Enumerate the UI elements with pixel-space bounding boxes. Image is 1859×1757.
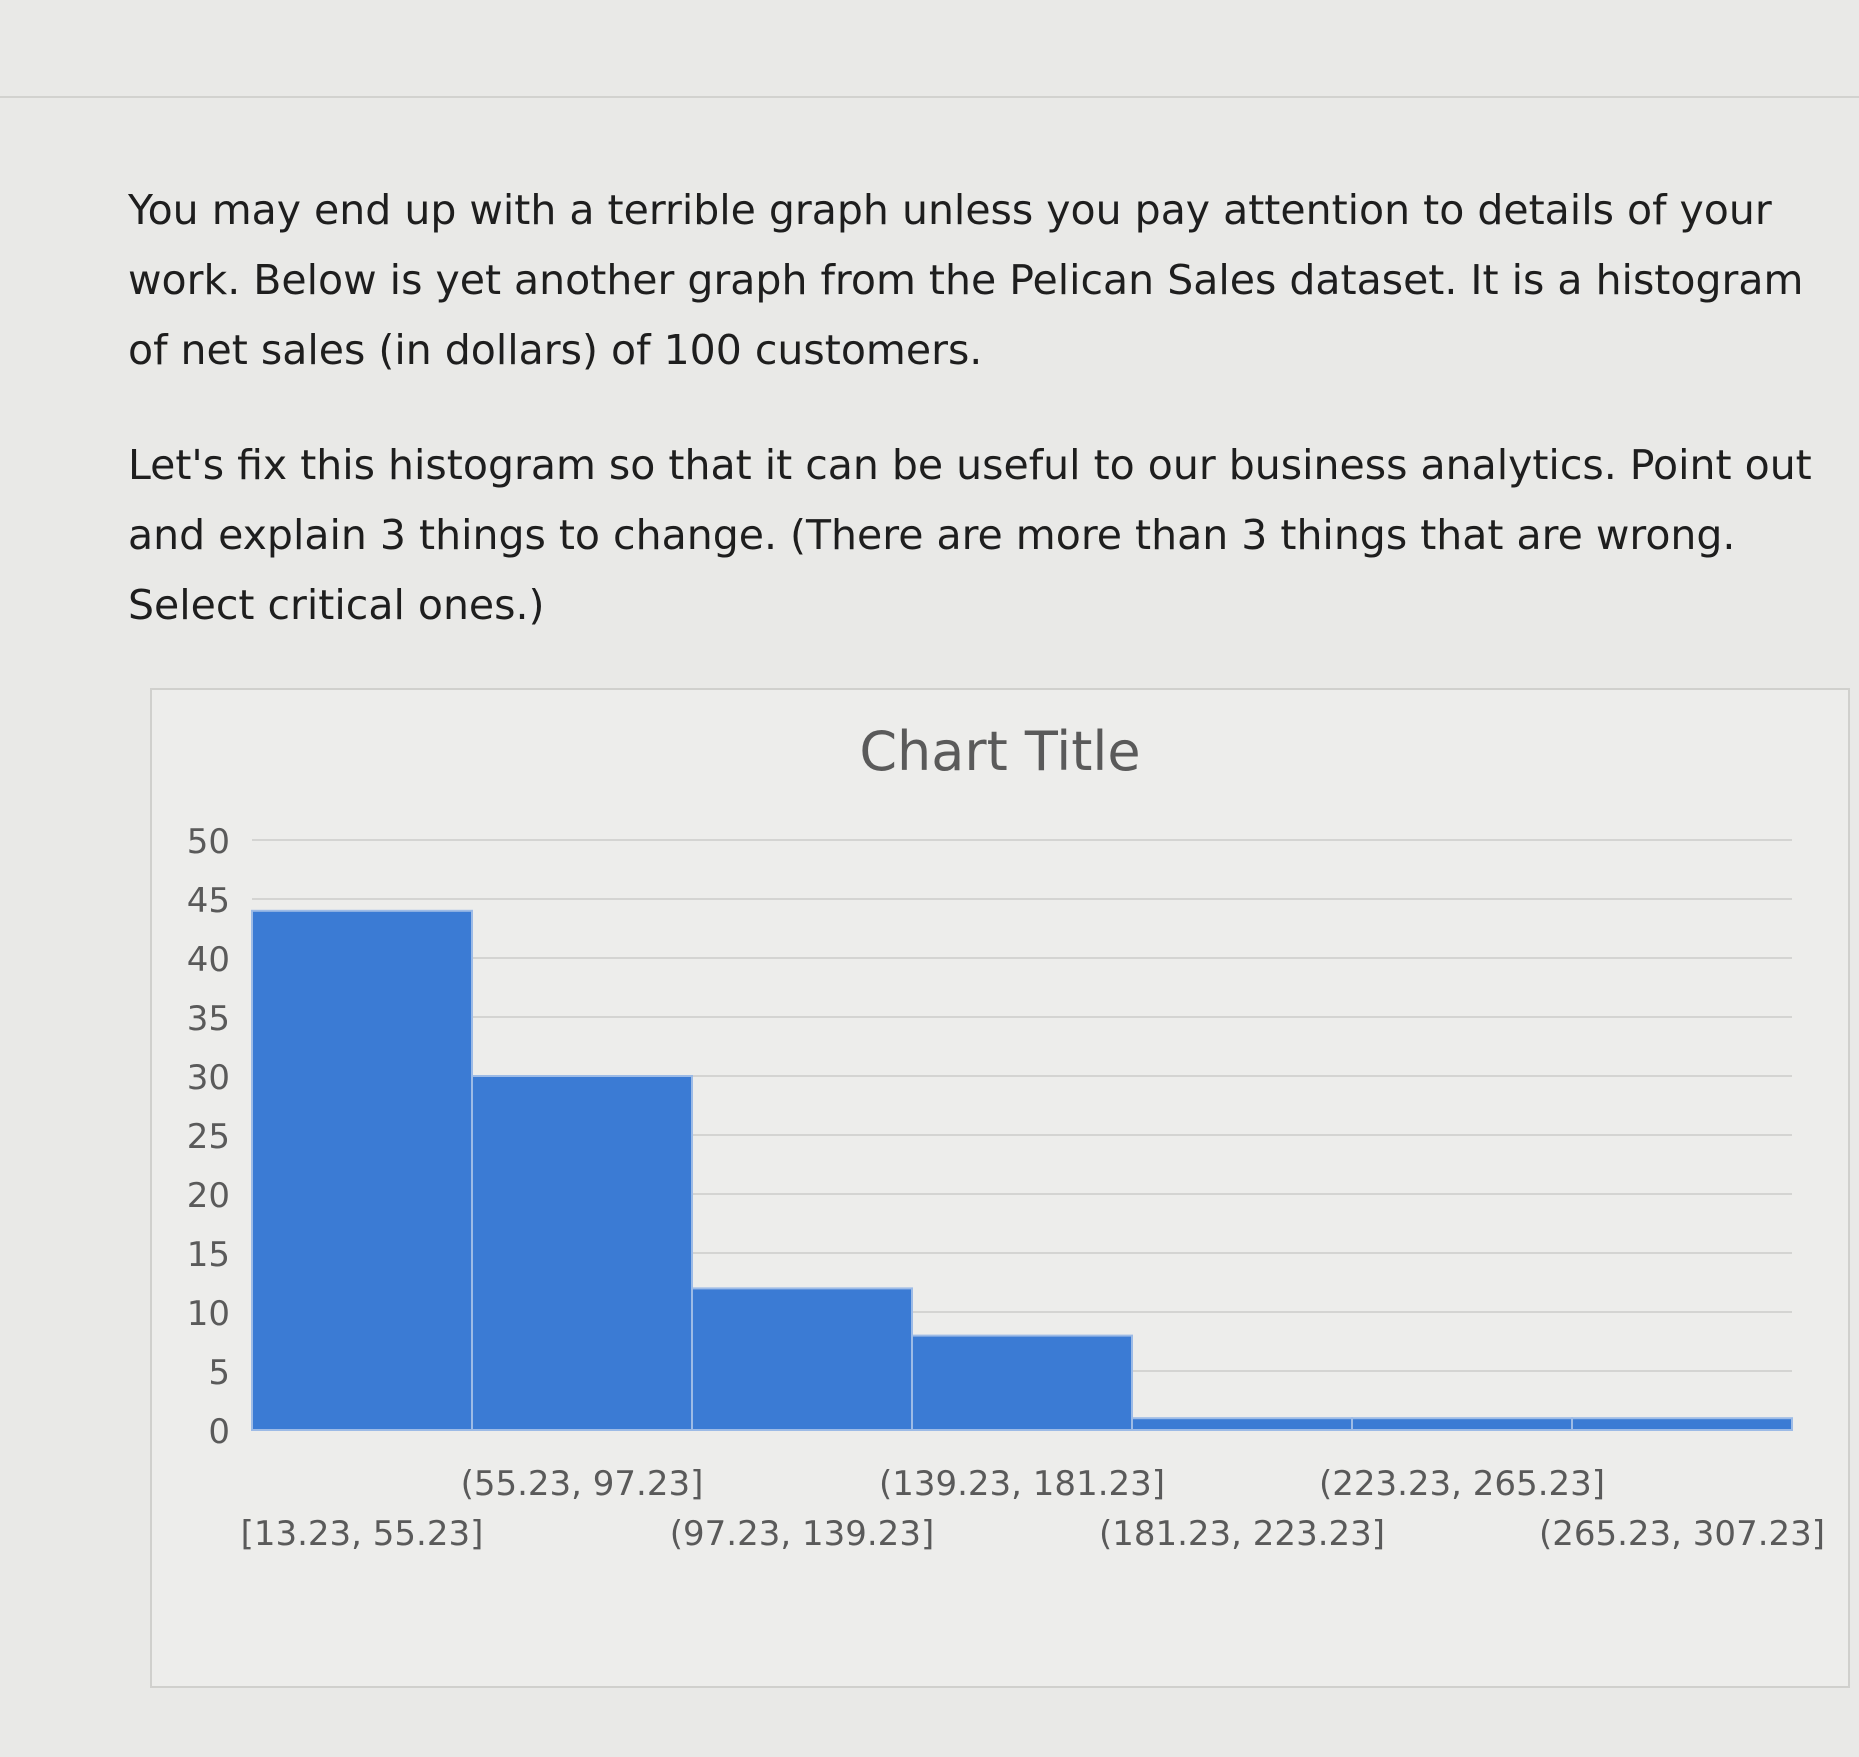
y-tick-label: 35 <box>187 999 230 1039</box>
histogram-bar <box>471 1075 693 1431</box>
x-tick-label: (181.23, 223.23] <box>1099 1514 1385 1554</box>
question-paragraph-1: You may end up with a terrible graph unl… <box>128 186 1804 374</box>
histogram-bar <box>1131 1417 1353 1432</box>
y-tick-label: 40 <box>187 940 230 980</box>
x-tick-label: (55.23, 97.23] <box>461 1464 704 1504</box>
y-tick-label: 15 <box>187 1235 230 1275</box>
chart-title: Chart Title <box>859 720 1141 783</box>
x-tick-label: (139.23, 181.23] <box>879 1464 1165 1504</box>
x-tick-label: [13.23, 55.23] <box>241 1514 484 1554</box>
y-tick-label: 30 <box>187 1058 230 1098</box>
top-divider <box>0 96 1859 98</box>
x-tick-label: (265.23, 307.23] <box>1539 1514 1825 1554</box>
x-tick-label: (97.23, 139.23] <box>670 1514 934 1554</box>
histogram-chart: 0 5 10 15 20 25 30 35 40 45 50 [13.23, 55.23] (55.2… <box>187 822 1825 1554</box>
histogram-bar <box>1571 1417 1793 1432</box>
y-tick-label: 0 <box>208 1412 230 1452</box>
y-tick-label: 5 <box>208 1353 230 1393</box>
histogram-bar <box>251 909 473 1432</box>
x-axis-ticks: [13.23, 55.23] (55.23, 97.23] (97.23, 139.… <box>241 1464 1825 1554</box>
y-tick-label: 20 <box>187 1176 230 1216</box>
y-axis-ticks: 0 5 10 15 20 25 30 35 40 45 50 <box>187 822 230 1452</box>
y-tick-label: 50 <box>187 822 230 862</box>
histogram-bar <box>691 1287 913 1432</box>
y-tick-label: 25 <box>187 1117 230 1157</box>
bars <box>251 909 1793 1432</box>
x-tick-label: (223.23, 265.23] <box>1319 1464 1605 1504</box>
y-tick-label: 45 <box>187 881 230 921</box>
y-tick-label: 10 <box>187 1294 230 1334</box>
chart-container: Chart Title 0 5 10 15 20 25 30 35 40 45 50 [13.23,… <box>150 688 1850 1688</box>
histogram-bar <box>1351 1417 1573 1432</box>
question-paragraph-2: Let's fix this histogram so that it can … <box>128 441 1812 629</box>
histogram-bar <box>911 1334 1133 1431</box>
